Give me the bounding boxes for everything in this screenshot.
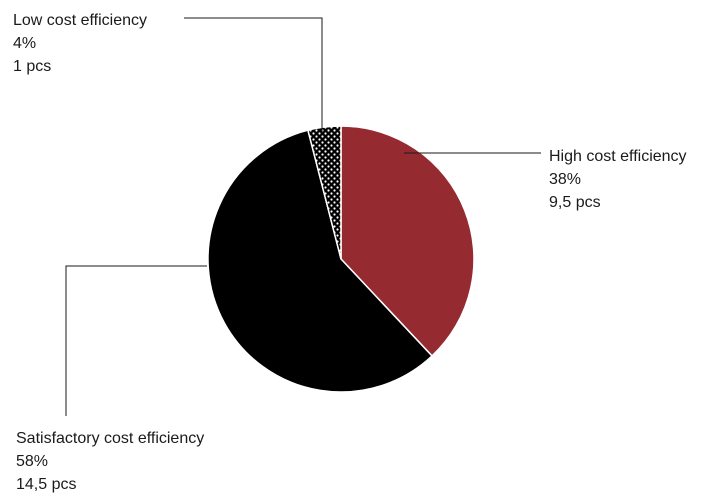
slice-percent-label: 4%: [13, 35, 36, 52]
data-label-satisfactory-cost-efficiency: Satisfactory cost efficiency 58% 14,5 pc…: [16, 430, 204, 493]
leader-line-low-cost-efficiency: [184, 17, 323, 133]
slice-category-label: Low cost efficiency: [13, 12, 147, 29]
slice-count-label: 1 pcs: [13, 58, 51, 75]
pie-slice-high-cost-efficiency: [340, 125, 475, 358]
leader-line-satisfactory-cost-efficiency: [65, 265, 207, 416]
slice-percent-label: 38%: [549, 171, 581, 188]
data-label-low-cost-efficiency: Low cost efficiency 4% 1 pcs: [13, 12, 147, 75]
slice-count-label: 9,5 pcs: [549, 194, 601, 211]
pie-slice-satisfactory-cost-efficiency: [207, 129, 434, 393]
pie-slice-low-cost-efficiency: [307, 125, 342, 260]
slice-category-label: Satisfactory cost efficiency: [16, 430, 204, 447]
slice-count-label: 14,5 pcs: [16, 476, 76, 493]
data-label-high-cost-efficiency: High cost efficiency 38% 9,5 pcs: [549, 148, 687, 211]
slice-category-label: High cost efficiency: [549, 148, 687, 165]
slice-percent-label: 58%: [16, 453, 48, 470]
